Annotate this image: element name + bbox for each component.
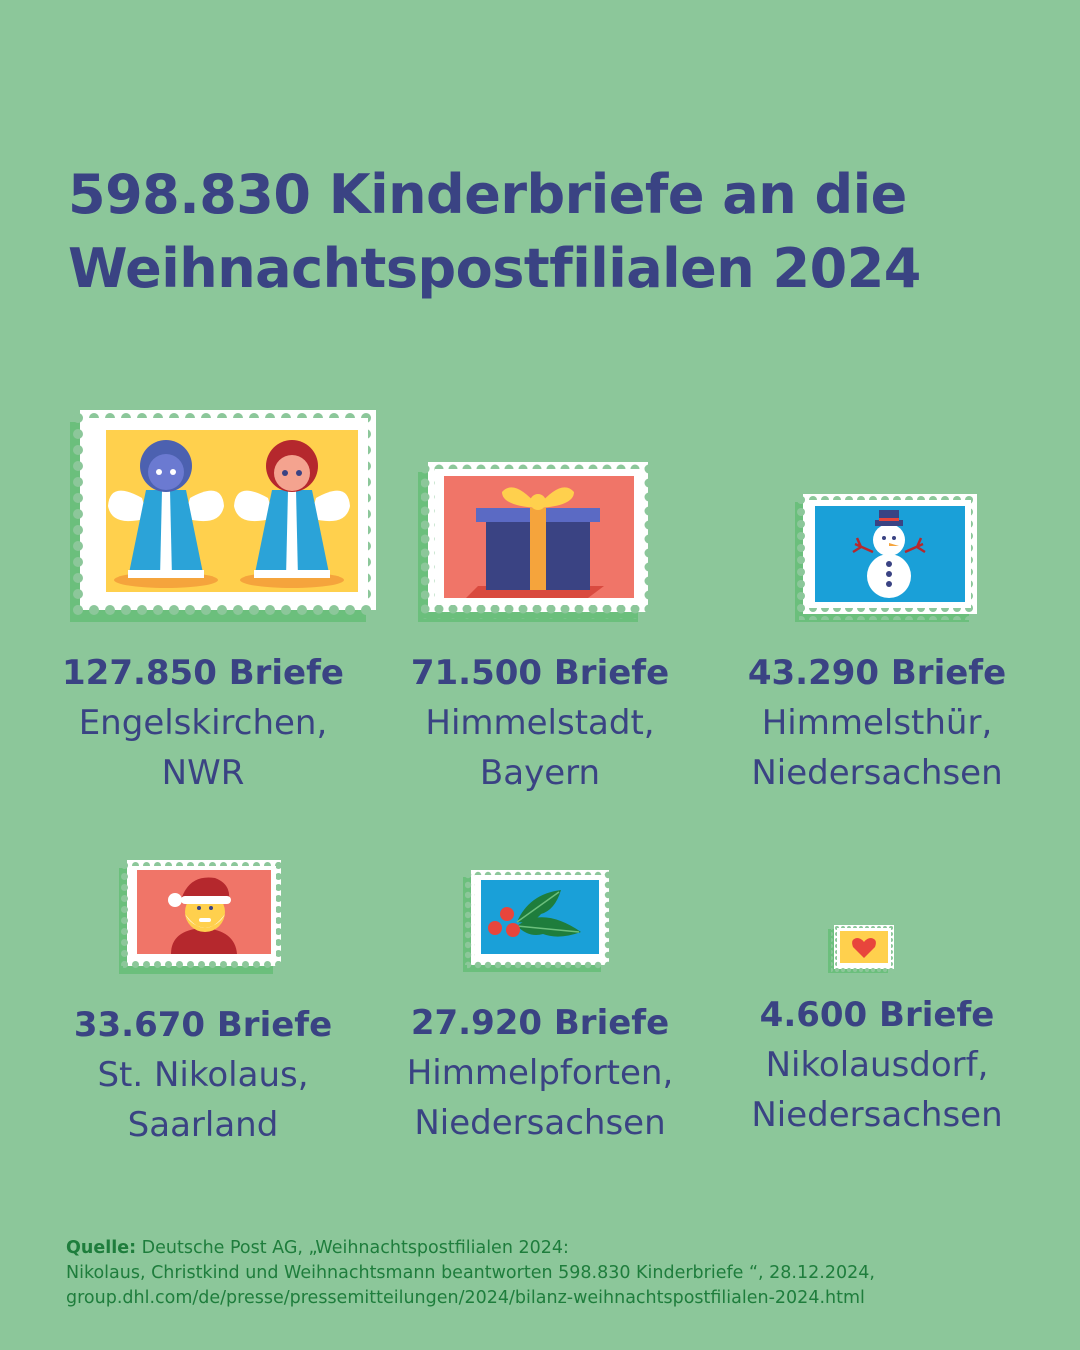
- source-note: Quelle: Deutsche Post AG, „Weihnachtspos…: [66, 1236, 1026, 1311]
- place-line-2: Bayern: [479, 753, 601, 793]
- heart-stamp-icon: [828, 922, 897, 973]
- stat-himmelsthuer: 43.290 Briefe Himmelsthür, Niedersachsen: [707, 648, 1047, 798]
- gift-stamp-graphic: [418, 455, 656, 622]
- place-line-1: Himmelpforten,: [406, 1053, 674, 1093]
- santa-stamp-icon: [119, 855, 287, 974]
- stat-st-nikolaus: 33.670 Briefe St. Nikolaus, Saarland: [33, 1000, 373, 1150]
- santa-stamp-graphic: [119, 855, 287, 974]
- stat-nikolausdorf: 4.600 Briefe Nikolausdorf, Niedersachsen: [707, 990, 1047, 1140]
- stat-engelskirchen: 127.850 Briefe Engelskirchen, NWR: [33, 648, 373, 798]
- letter-count: 127.850 Briefe: [62, 653, 344, 693]
- gift-stamp-icon: [418, 455, 656, 622]
- heart-stamp-graphic: [828, 922, 897, 973]
- place-name: Himmelstadt, Bayern: [370, 698, 710, 798]
- snowman-stamp-graphic: [795, 488, 983, 622]
- place-name: Himmelsthür, Niedersachsen: [707, 698, 1047, 798]
- place-line-2: Niedersachsen: [751, 753, 1003, 793]
- place-line-1: Nikolausdorf,: [765, 1045, 989, 1085]
- letter-count: 27.920 Briefe: [410, 1003, 670, 1043]
- place-line-1: Himmelsthür,: [761, 703, 993, 743]
- page-title: 598.830 Kinderbriefe an die Weihnachtspo…: [68, 158, 1028, 306]
- source-line-3: group.dhl.com/de/presse/pressemitteilung…: [66, 1288, 865, 1308]
- letter-count: 71.500 Briefe: [410, 653, 670, 693]
- letter-count: 33.670 Briefe: [73, 1005, 333, 1045]
- place-line-2: Niedersachsen: [414, 1103, 666, 1143]
- source-text-1: Deutsche Post AG, „Weihnachtspostfiliale…: [136, 1238, 569, 1258]
- place-name: Engelskirchen, NWR: [33, 698, 373, 798]
- place-line-2: NWR: [161, 753, 245, 793]
- source-line-1: Quelle: Deutsche Post AG, „Weihnachtspos…: [66, 1236, 1026, 1261]
- source-line-2: Nikolaus, Christkind und Weihnachtsmann …: [66, 1263, 875, 1283]
- place-name: Nikolausdorf, Niedersachsen: [707, 1040, 1047, 1140]
- angels-stamp-graphic: [70, 402, 384, 622]
- place-line-1: Engelskirchen,: [78, 703, 328, 743]
- stat-himmelpforten: 27.920 Briefe Himmelpforten, Niedersachs…: [370, 998, 710, 1148]
- letter-count: 4.600 Briefe: [759, 995, 995, 1035]
- place-line-2: Niedersachsen: [751, 1095, 1003, 1135]
- place-name: Himmelpforten, Niedersachsen: [370, 1048, 710, 1148]
- title-line-1: 598.830 Kinderbriefe an die: [68, 163, 907, 226]
- snowman-stamp-icon: [795, 488, 983, 622]
- place-line-1: Himmelstadt,: [425, 703, 655, 743]
- place-line-2: Saarland: [127, 1105, 279, 1145]
- stat-himmelstadt: 71.500 Briefe Himmelstadt, Bayern: [370, 648, 710, 798]
- holly-stamp-graphic: [463, 865, 614, 972]
- place-line-1: St. Nikolaus,: [97, 1055, 309, 1095]
- title-line-2: Weihnachtspostfilialen 2024: [68, 237, 921, 300]
- letter-count: 43.290 Briefe: [747, 653, 1007, 693]
- source-label: Quelle:: [66, 1238, 137, 1258]
- holly-stamp-icon: [463, 865, 614, 972]
- place-name: St. Nikolaus, Saarland: [33, 1050, 373, 1150]
- angels-stamp-icon: [70, 402, 384, 622]
